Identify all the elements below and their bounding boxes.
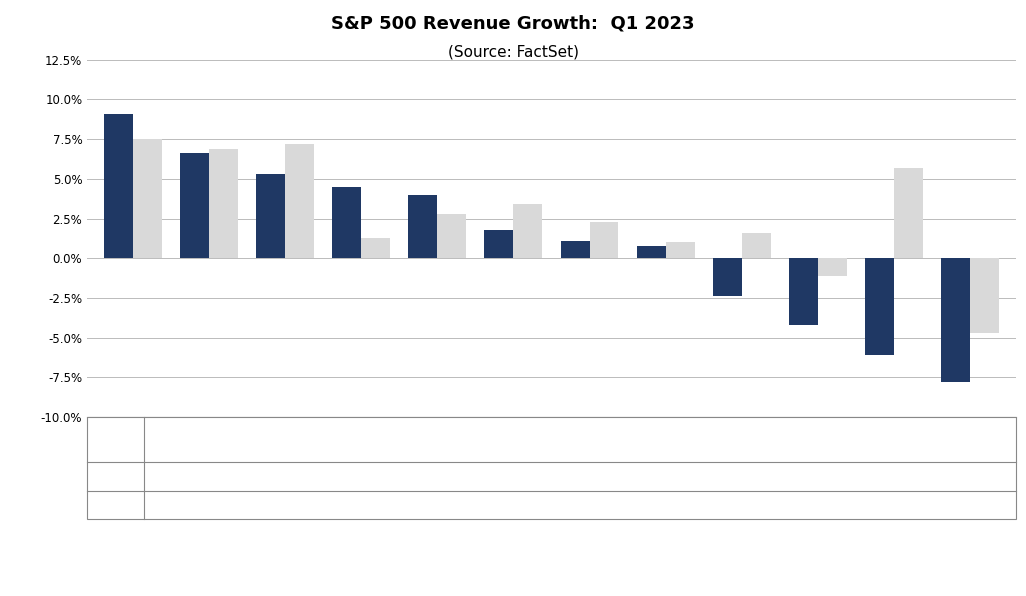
Text: ■: ■ <box>89 500 100 510</box>
Text: Health
Care: Health Care <box>670 429 707 451</box>
Text: Financials: Financials <box>153 434 207 445</box>
Text: -4.2%: -4.2% <box>818 471 851 481</box>
Text: Materials: Materials <box>954 434 1005 445</box>
Text: 9.1%: 9.1% <box>166 471 194 481</box>
Bar <box>818 258 846 276</box>
Text: Real Estate: Real Estate <box>366 434 430 445</box>
Text: -2.4%: -2.4% <box>745 471 778 481</box>
Text: Energy: Energy <box>887 434 926 445</box>
Text: Comm.
Services: Comm. Services <box>592 429 639 451</box>
Bar <box>133 139 162 258</box>
Text: 0.8%: 0.8% <box>674 471 703 481</box>
Text: 5.7%: 5.7% <box>893 500 921 510</box>
Bar <box>484 229 513 258</box>
Bar <box>408 195 437 258</box>
Text: -4.7%: -4.7% <box>963 500 995 510</box>
Text: S&P 500 Revenue Growth:  Q1 2023: S&P 500 Revenue Growth: Q1 2023 <box>331 15 695 33</box>
Bar <box>437 214 466 258</box>
Text: -1.1%: -1.1% <box>818 500 851 510</box>
Text: Info.
Technology: Info. Technology <box>802 429 865 451</box>
Bar <box>789 258 818 325</box>
Bar <box>560 241 590 258</box>
Text: 1.3%: 1.3% <box>384 500 412 510</box>
Bar <box>894 167 923 258</box>
Text: 6.9%: 6.9% <box>238 500 267 510</box>
Bar <box>742 233 771 258</box>
Text: 1.1%: 1.1% <box>602 471 630 481</box>
Bar <box>941 258 970 382</box>
Text: 4.0%: 4.0% <box>457 471 485 481</box>
Text: ■: ■ <box>89 471 100 481</box>
Text: 7.5%: 7.5% <box>166 500 194 510</box>
Text: 31-Dec: 31-Dec <box>104 500 143 510</box>
Bar <box>865 258 894 355</box>
Text: 1.8%: 1.8% <box>529 471 557 481</box>
Text: 2.3%: 2.3% <box>602 500 630 510</box>
Text: Consumer
Disc.: Consumer Disc. <box>225 429 281 451</box>
Text: 1.6%: 1.6% <box>747 500 776 510</box>
Text: Today: Today <box>104 471 135 481</box>
Bar <box>104 114 133 258</box>
Bar <box>513 204 543 258</box>
Bar <box>637 246 666 258</box>
Bar <box>332 187 361 258</box>
Text: Utilities: Utilities <box>741 434 783 445</box>
Text: 3.4%: 3.4% <box>529 500 557 510</box>
Text: -7.8%: -7.8% <box>963 471 995 481</box>
Bar <box>361 238 390 258</box>
Text: S&P 500: S&P 500 <box>520 434 567 445</box>
Text: (Source: FactSet): (Source: FactSet) <box>447 45 579 60</box>
Bar <box>970 258 999 333</box>
Text: 6.6%: 6.6% <box>238 471 267 481</box>
Text: Industrials: Industrials <box>297 434 354 445</box>
Text: 5.3%: 5.3% <box>311 471 340 481</box>
Text: 1.0%: 1.0% <box>674 500 703 510</box>
Text: 4.5%: 4.5% <box>384 471 412 481</box>
Text: Consumer
Staples: Consumer Staples <box>442 429 499 451</box>
Bar <box>666 243 695 258</box>
Bar <box>209 148 238 258</box>
Bar <box>256 174 285 258</box>
Text: 2.8%: 2.8% <box>457 500 485 510</box>
Bar <box>590 222 619 258</box>
Text: -6.1%: -6.1% <box>891 471 922 481</box>
Bar <box>285 144 314 258</box>
Bar <box>713 258 742 296</box>
Text: 7.2%: 7.2% <box>311 500 340 510</box>
Bar <box>181 153 209 258</box>
